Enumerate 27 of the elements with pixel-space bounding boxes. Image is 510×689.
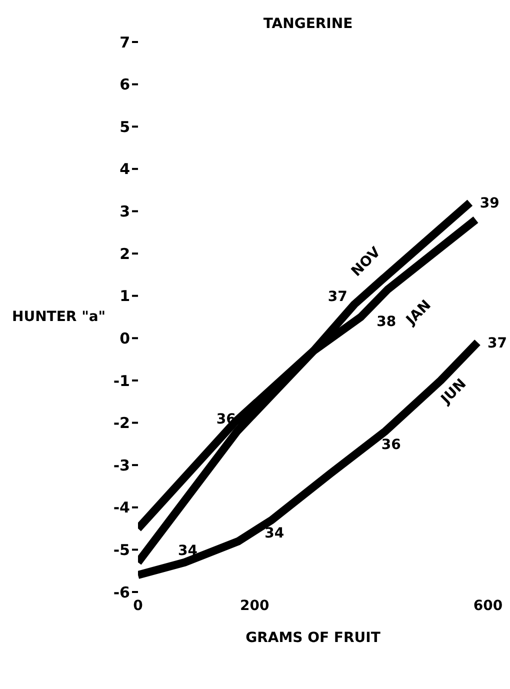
y-tick-label: -5 — [113, 541, 130, 560]
y-tick-label: 5 — [120, 118, 130, 136]
annotation: 34 — [178, 543, 198, 559]
y-tick-label: 1 — [120, 287, 130, 306]
y-axis-title: HUNTER "a" — [12, 308, 106, 325]
annotation: 34 — [264, 526, 284, 542]
x-tick-label: 0 — [133, 598, 144, 614]
chart-title: TANGERINE — [262, 15, 354, 32]
y-tick-label: 3 — [120, 202, 130, 221]
annotation: 38 — [376, 314, 396, 330]
x-tick-label: 200 — [240, 598, 270, 614]
y-tick-label: -4 — [113, 498, 130, 517]
x-tick-label: 600 — [473, 598, 503, 614]
y-tick-label: 4 — [120, 160, 130, 178]
y-tick-label: -2 — [113, 414, 130, 432]
annotation: 37 — [328, 288, 348, 305]
y-tick-label: 0 — [120, 329, 130, 348]
y-tick-label: 6 — [120, 76, 130, 94]
x-axis-title: GRAMS OF FRUIT — [246, 630, 381, 646]
y-tick-label: 7 — [120, 33, 130, 52]
annotation: 36 — [381, 436, 401, 453]
annotation: 37 — [488, 335, 507, 352]
y-tick-label: -1 — [113, 372, 130, 390]
y-tick-label: -3 — [113, 456, 130, 474]
y-tick-label: -6 — [113, 583, 130, 602]
y-tick-label: 2 — [120, 244, 130, 263]
annotation: 39 — [480, 196, 500, 212]
